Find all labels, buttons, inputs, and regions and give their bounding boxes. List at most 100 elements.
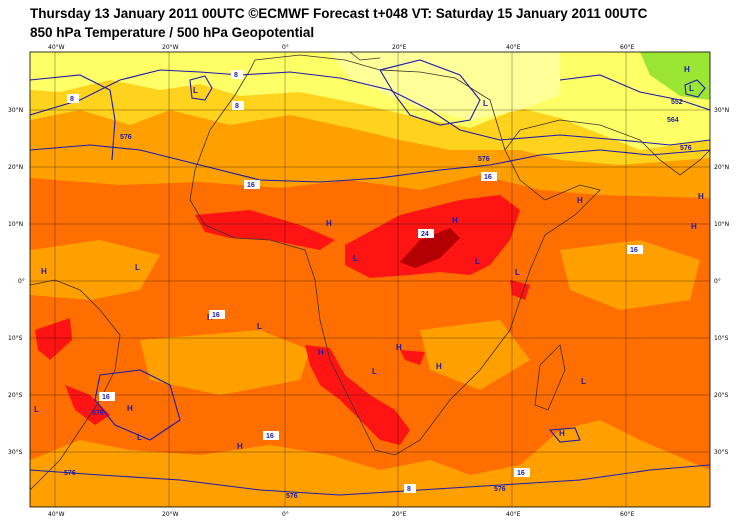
contour-label-geopotential: 576: [92, 410, 104, 417]
tick-left-30s: 30°S: [8, 449, 23, 456]
low-center: L: [34, 405, 39, 414]
tick-top-40e: 40°E: [506, 44, 521, 51]
tick-right-20n: 20°N: [714, 164, 729, 171]
tick-right-0: 0°: [714, 278, 721, 285]
contour-label-geopotential: 564: [667, 117, 679, 124]
low-center: L: [137, 433, 142, 442]
tick-top-60e: 60°E: [620, 44, 635, 51]
map-title: Thursday 13 January 2011 00UTC ©ECMWF Fo…: [30, 6, 648, 21]
graticule: [30, 52, 710, 507]
contour-label-temp: 8: [70, 96, 74, 103]
temp-band-16-20-patch: [420, 320, 530, 390]
contour-low-north: [379, 59, 481, 126]
tick-left-10s: 10°S: [8, 335, 23, 342]
contour-label-geopotential: 576: [64, 470, 76, 477]
madagascar-coast: [534, 344, 566, 411]
contour-label-temp: 16: [630, 247, 638, 254]
low-center: L: [353, 254, 358, 263]
contour-label-temp: 16: [266, 433, 274, 440]
tick-left-10n: 10°N: [8, 221, 23, 228]
contour-label-geopotential: 576: [120, 134, 132, 141]
tick-bottom-40w: 40°W: [48, 511, 65, 518]
map-subtitle: 850 hPa Temperature / 500 hPa Geopotenti…: [30, 25, 315, 40]
coastlines: [30, 52, 710, 491]
contour-label-temp: 16: [517, 470, 525, 477]
low-center: L: [581, 377, 586, 386]
south-america-coast: [30, 279, 121, 491]
tick-bottom-20e: 20°E: [392, 511, 407, 518]
tick-bottom-20w: 20°W: [162, 511, 179, 518]
low-center: L: [257, 322, 262, 331]
tick-right-30n: 30°N: [714, 107, 729, 114]
contour-high-indian: [548, 427, 581, 443]
contour-low-atlantic: [189, 75, 213, 101]
low-center: L: [475, 257, 480, 266]
tick-left-20n: 20°N: [8, 164, 23, 171]
contour-576-south: [30, 464, 710, 496]
tick-top-0: 0°: [282, 44, 289, 51]
geopotential-contours: [30, 59, 710, 496]
temperature-field: [30, 52, 710, 507]
low-center: L: [135, 263, 140, 272]
contour-label-temp: 8: [407, 486, 411, 493]
contour-label-temp: 16: [247, 182, 255, 189]
temp-band-24-28: [35, 318, 72, 360]
contour-labels: 8 8 8 8 16 16 16 16 16 16 16 24 576 576 …: [64, 70, 692, 500]
high-center: H: [577, 196, 583, 205]
contour-576-north: [30, 144, 710, 183]
contour-label-temp: 16: [484, 174, 492, 181]
contour-label-temp: 16: [102, 394, 110, 401]
left-latitude-labels: 30°N 20°N 10°N 0° 10°S 20°S 30°S: [8, 107, 25, 456]
contour-trough-west: [30, 74, 116, 161]
tick-right-10n: 10°N: [714, 221, 729, 228]
right-latitude-labels: 30°N 20°N 10°N 0° 10°S 20°S 30°S: [714, 107, 729, 456]
temp-band-16-20-patch: [140, 330, 310, 395]
tick-top-20w: 20°W: [162, 44, 179, 51]
contour-552-north: [559, 74, 710, 111]
tick-top-20e: 20°E: [392, 44, 407, 51]
tick-bottom-0: 0°: [282, 511, 289, 518]
high-center: H: [684, 65, 690, 74]
high-center: H: [41, 267, 47, 276]
low-center: L: [515, 268, 520, 277]
contour-label-geopotential: 576: [494, 486, 506, 493]
high-center: H: [237, 442, 243, 451]
temp-band-24-28: [400, 350, 425, 365]
high-center: H: [318, 348, 324, 357]
high-center: H: [691, 222, 697, 231]
high-center: H: [698, 192, 704, 201]
europe-coast: [349, 52, 381, 61]
low-center: L: [372, 367, 377, 376]
low-center: L: [193, 86, 198, 95]
high-center: H: [559, 429, 565, 438]
high-center: H: [436, 362, 442, 371]
arabia-coast: [504, 119, 710, 176]
bottom-longitude-labels: 40°W 20°W 0° 20°E 40°E 60°E: [48, 511, 635, 518]
tick-right-20s: 20°S: [714, 392, 729, 399]
contour-label-temp: 16: [212, 312, 220, 319]
tick-right-10s: 10°S: [714, 335, 729, 342]
temp-band-16-20-patch: [560, 240, 700, 310]
low-center: L: [483, 99, 488, 108]
contour-label-temp: 8: [235, 103, 239, 110]
contour-high-southatlantic: [94, 369, 181, 441]
top-longitude-labels: 40°W 20°W 0° 20°E 40°E 60°E: [48, 44, 635, 51]
tick-left-20s: 20°S: [8, 392, 23, 399]
tick-bottom-60e: 60°E: [620, 511, 635, 518]
tick-bottom-40e: 40°E: [506, 511, 521, 518]
tick-right-30s: 30°S: [714, 449, 729, 456]
cold-band: [640, 52, 710, 100]
high-center: H: [452, 216, 458, 225]
tick-left-0: 0°: [18, 278, 25, 285]
contour-label-temp: 24: [421, 231, 429, 238]
high-center: H: [127, 404, 133, 413]
africa-coast: [189, 54, 601, 456]
tick-left-30n: 30°N: [8, 107, 23, 114]
high-center: H: [396, 343, 402, 352]
low-center: L: [689, 84, 694, 93]
tick-top-40w: 40°W: [48, 44, 65, 51]
contour-564-north: [30, 69, 710, 146]
temp-band-28-plus: [400, 228, 460, 268]
contour-label-geopotential: 576: [680, 145, 692, 152]
